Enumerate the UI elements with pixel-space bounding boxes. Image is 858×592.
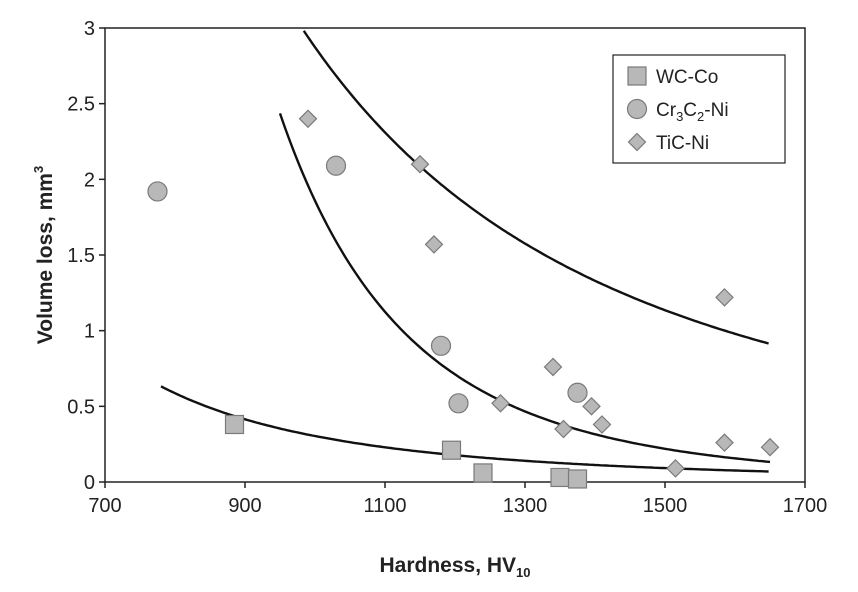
data-point-circle (147, 181, 168, 202)
data-point-circle (567, 382, 588, 403)
fit-curve-diamond (278, 113, 771, 464)
legend-label-part: -Ni (704, 100, 728, 121)
data-point-diamond (666, 459, 685, 478)
y-tick-label: 2 (84, 169, 95, 191)
data-point-diamond (715, 288, 734, 307)
legend-label-part: WC-Co (656, 67, 718, 88)
legend: WC-Co Cr3C2-Ni TiC-Ni (612, 54, 786, 164)
data-point-diamond (424, 235, 444, 254)
x-axis-ticks: 700 900 1100 1300 1500 1700 (88, 482, 827, 517)
data-point-diamond (410, 154, 430, 174)
x-tick-label: 1700 (783, 495, 828, 517)
data-point-diamond (298, 109, 318, 129)
y-tick-label: 1 (84, 321, 95, 343)
legend-label: TiC-Ni (656, 133, 709, 154)
x-axis-title: Hardness, HV10 (379, 554, 530, 580)
legend-label-part: 2 (697, 109, 704, 124)
y-tick-label: 0.5 (67, 396, 95, 418)
data-point-diamond (760, 437, 780, 457)
y-tick-label: 2.5 (67, 94, 95, 116)
data-point-square (441, 440, 462, 460)
legend-label-part: Cr (656, 100, 677, 121)
legend-marker-square (627, 66, 647, 86)
legend-label-part: TiC-Ni (656, 133, 709, 154)
x-tick-label: 900 (228, 495, 261, 517)
data-point-diamond (715, 433, 734, 453)
data-points (147, 109, 780, 489)
legend-label-part: C (683, 100, 697, 121)
data-point-circle (325, 155, 347, 176)
data-point-circle (448, 393, 469, 414)
legend-marker-circle (626, 98, 648, 120)
data-point-diamond (491, 393, 510, 413)
legend-label: Cr3C2-Ni (656, 100, 729, 124)
data-point-circle (430, 335, 452, 356)
x-tick-label: 1500 (643, 495, 688, 517)
data-point-diamond (554, 419, 573, 439)
data-point-square (550, 467, 570, 488)
data-point-diamond (582, 396, 601, 416)
x-tick-label: 700 (88, 495, 121, 517)
data-point-square (567, 469, 588, 489)
y-axis-ticks: 0 0.5 1 1.5 2 2.5 3 (67, 18, 105, 494)
legend-marker-diamond (627, 132, 647, 152)
fit-curve-circle (302, 30, 769, 345)
legend-label-part: 3 (676, 109, 683, 124)
data-point-square (473, 463, 493, 483)
data-point-diamond (543, 357, 563, 377)
y-axis-title: Volume loss, mm3 (31, 166, 57, 344)
x-tick-label: 1300 (503, 495, 548, 517)
data-point-square (224, 414, 245, 435)
legend-label: WC-Co (656, 67, 718, 88)
y-tick-label: 0 (84, 472, 95, 494)
y-tick-label: 3 (84, 18, 95, 40)
data-point-diamond (592, 415, 612, 434)
y-tick-label: 1.5 (67, 245, 95, 267)
x-tick-label: 1100 (363, 495, 406, 517)
